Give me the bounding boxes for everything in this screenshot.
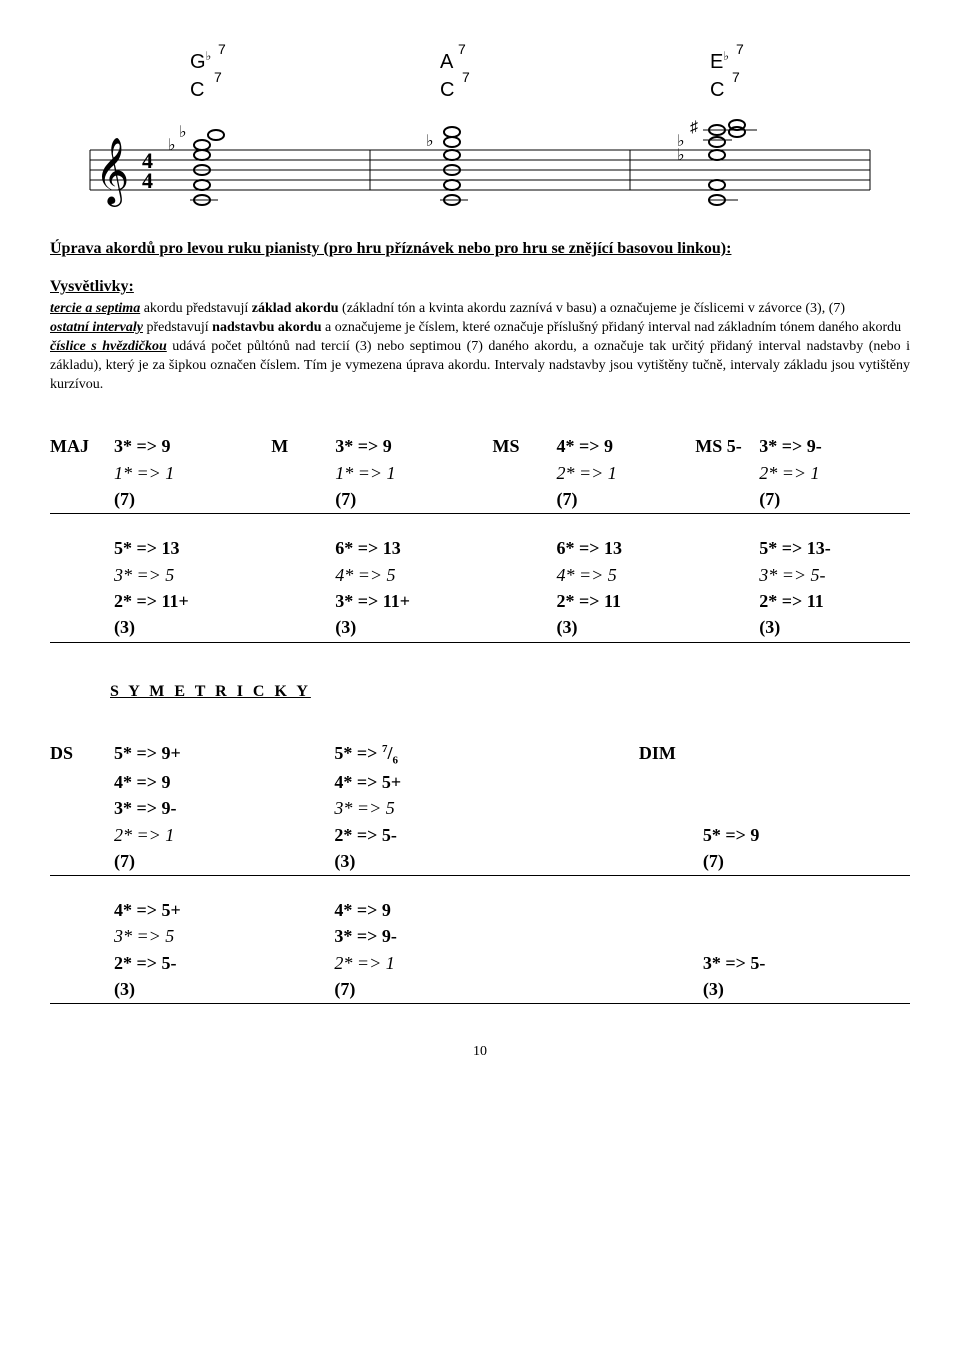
main-heading: Úprava akordů pro levou ruku pianisty (p…	[50, 240, 910, 258]
svg-text:♯: ♯	[690, 119, 698, 136]
explanation-paragraph: tercie a septima akordu představují zákl…	[50, 300, 910, 394]
bass-label-1: C7	[190, 69, 222, 101]
ds-label: DS	[50, 741, 114, 770]
bass-label-3: C7	[710, 69, 740, 101]
col-label-ms5: MS 5-	[695, 434, 759, 460]
ds-dim-table: DS 5* => 9+ 5* => 7/6 DIM 4* => 9 4* => …	[50, 741, 910, 1005]
dim-label: DIM	[639, 741, 703, 770]
col-label-m: M	[271, 434, 335, 460]
svg-text:♭: ♭	[426, 133, 434, 150]
symmetric-heading: S Y M E T R I C K Y	[110, 683, 910, 701]
chord-columns-table: MAJ 3* => 9 M 3* => 9 MS 4* => 9 MS 5- 3…	[50, 434, 910, 642]
svg-text:♭: ♭	[168, 137, 176, 154]
svg-text:𝄞: 𝄞	[95, 138, 129, 207]
music-notation: G♭7 A7 E♭7 C7 C7 C7 𝄞 4 4 ♭ ♭	[70, 40, 890, 210]
svg-text:♭: ♭	[179, 124, 187, 141]
svg-text:♭: ♭	[677, 133, 685, 150]
svg-text:4: 4	[142, 168, 153, 193]
col-label-ms: MS	[493, 434, 557, 460]
col-label-maj: MAJ	[50, 434, 114, 460]
bass-label-2: C7	[440, 69, 470, 101]
page-number: 10	[50, 1044, 910, 1060]
explain-label: Vysvětlivky:	[50, 278, 910, 296]
